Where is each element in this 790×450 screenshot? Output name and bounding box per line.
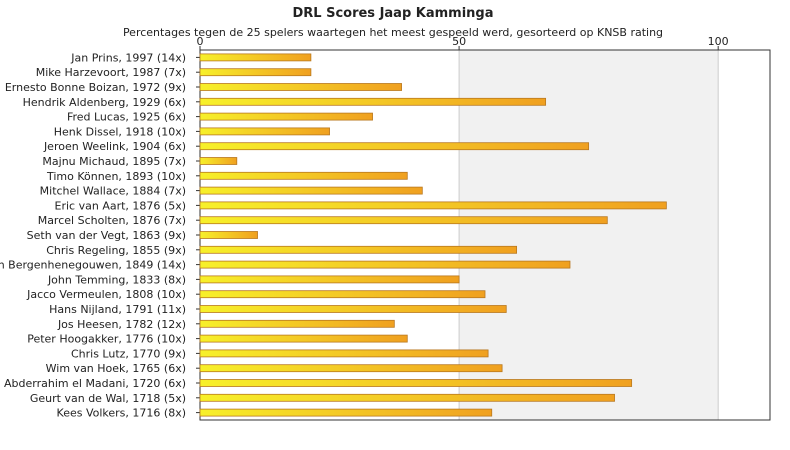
category-label: Jeroen Weelink, 1904 (6x) bbox=[43, 140, 186, 153]
chart-subtitle: Percentages tegen de 25 spelers waartege… bbox=[123, 26, 663, 39]
category-label: Geurt van de Wal, 1718 (5x) bbox=[30, 392, 186, 405]
chart-title: DRL Scores Jaap Kamminga bbox=[292, 6, 493, 21]
bar bbox=[200, 113, 373, 120]
category-label: Kees Volkers, 1716 (8x) bbox=[57, 407, 186, 420]
bar bbox=[200, 335, 407, 342]
bar bbox=[200, 261, 570, 268]
plot-area: 0 50 100 Jan Prins, 1997 (14x) Mike Harzevoo… bbox=[0, 35, 770, 420]
bar bbox=[200, 306, 506, 313]
category-label: Peter Hoogakker, 1776 (10x) bbox=[27, 333, 186, 346]
category-label: Timo Können, 1893 (10x) bbox=[46, 170, 186, 183]
x-tick-label: 50 bbox=[452, 35, 466, 48]
bar bbox=[200, 172, 407, 179]
bar bbox=[200, 217, 607, 224]
bar bbox=[200, 143, 589, 150]
category-label: John Temming, 1833 (8x) bbox=[47, 273, 186, 286]
bar bbox=[200, 291, 485, 298]
bar bbox=[200, 350, 488, 357]
category-label: Chris Lutz, 1770 (9x) bbox=[71, 347, 186, 360]
bar bbox=[200, 84, 402, 91]
bar bbox=[200, 69, 311, 76]
bar bbox=[200, 54, 311, 61]
bar bbox=[200, 380, 632, 387]
category-label: Abderrahim el Madani, 1720 (6x) bbox=[4, 377, 186, 390]
x-tick-label: 100 bbox=[708, 35, 729, 48]
category-label: Jacco Vermeulen, 1808 (10x) bbox=[26, 288, 186, 301]
category-label: Seth van der Vegt, 1863 (9x) bbox=[27, 229, 186, 242]
bar bbox=[200, 98, 546, 105]
category-label: Ernesto Bonne Boizan, 1972 (9x) bbox=[5, 81, 186, 94]
category-label: Wim van Hoek, 1765 (6x) bbox=[46, 362, 186, 375]
category-label: Fred Lucas, 1925 (6x) bbox=[67, 111, 186, 124]
bar bbox=[200, 320, 394, 327]
bar bbox=[200, 246, 517, 253]
bar bbox=[200, 202, 666, 209]
bar bbox=[200, 187, 422, 194]
category-label: Jan Bergenhenegouwen, 1849 (14x) bbox=[0, 259, 186, 272]
category-label: Hans Nijland, 1791 (11x) bbox=[49, 303, 186, 316]
bar bbox=[200, 409, 492, 416]
category-label: Chris Regeling, 1855 (9x) bbox=[46, 244, 186, 257]
bar bbox=[200, 158, 237, 165]
bar bbox=[200, 394, 615, 401]
bar bbox=[200, 128, 330, 135]
x-tick-label: 0 bbox=[197, 35, 204, 48]
bar bbox=[200, 276, 459, 283]
category-label: Majnu Michaud, 1895 (7x) bbox=[42, 155, 186, 168]
category-label: Jos Heesen, 1782 (12x) bbox=[57, 318, 186, 331]
bar bbox=[200, 365, 502, 372]
category-label: Mike Harzevoort, 1987 (7x) bbox=[36, 66, 186, 79]
category-label: Mitchel Wallace, 1884 (7x) bbox=[40, 185, 186, 198]
category-label: Marcel Scholten, 1876 (7x) bbox=[38, 214, 186, 227]
category-label: Jan Prins, 1997 (14x) bbox=[70, 51, 186, 64]
category-label: Eric van Aart, 1876 (5x) bbox=[55, 199, 186, 212]
category-label: Hendrik Aldenberg, 1929 (6x) bbox=[23, 96, 186, 109]
category-label: Henk Dissel, 1918 (10x) bbox=[54, 125, 186, 138]
bar bbox=[200, 232, 258, 239]
